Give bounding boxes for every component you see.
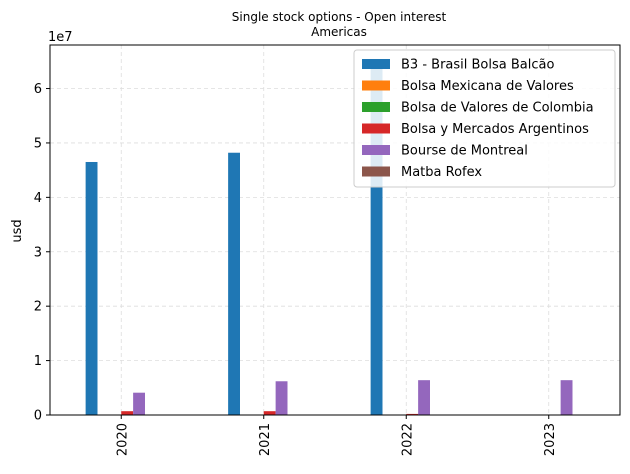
chart-subtitle: Americas (311, 25, 367, 39)
bar (560, 380, 573, 415)
chart-title: Single stock options - Open interest (232, 10, 447, 24)
y-tick-label: 6 (34, 82, 42, 97)
x-tick-label: 2020 (115, 423, 130, 456)
bar (121, 411, 134, 415)
plot-frame (49, 44, 621, 416)
y-tick-label: 0 (34, 409, 42, 424)
legend-label: Bolsa de Valores de Colombia (401, 101, 594, 116)
legend: B3 - Brasil Bolsa Balcão Bolsa Mexicana d… (353, 49, 616, 188)
legend-label: Bolsa y Mercados Argentinos (401, 122, 589, 137)
x-tick-label: 2023 (543, 423, 558, 456)
bar (263, 411, 276, 415)
bar (418, 380, 430, 415)
y-multiplier-label: 1e7 (48, 30, 73, 45)
legend-swatch (362, 80, 390, 91)
bar (275, 381, 288, 415)
legend-swatch (362, 145, 390, 155)
legend-swatch (362, 102, 390, 112)
legend-box (353, 49, 616, 188)
bars (85, 61, 573, 416)
bar (370, 61, 383, 416)
y-tick-label: 1 (34, 354, 42, 369)
y-tick-label: 5 (34, 136, 42, 151)
y-tick-label: 2 (34, 300, 42, 315)
legend-swatch (362, 123, 390, 134)
axes: 0 1 2 3 4 5 6 2020 2021 2022 2023 (34, 44, 621, 456)
legend-label: Bourse de Montreal (401, 144, 528, 159)
legend-label: Matba Rofex (401, 165, 482, 180)
y-tick-label: 4 (34, 191, 42, 206)
bar (85, 161, 98, 415)
legend-label: B3 - Brasil Bolsa Balcão (401, 58, 554, 73)
x-tick-label: 2022 (400, 423, 415, 456)
bar (228, 152, 240, 415)
bar (133, 392, 145, 415)
legend-swatch (362, 166, 390, 177)
x-tick-label: 2021 (258, 423, 273, 456)
y-axis-label: usd (10, 219, 25, 242)
bar (406, 413, 419, 415)
y-tick-label: 3 (34, 245, 42, 260)
legend-label: Bolsa Mexicana de Valores (401, 79, 574, 94)
legend-swatch (362, 59, 390, 69)
